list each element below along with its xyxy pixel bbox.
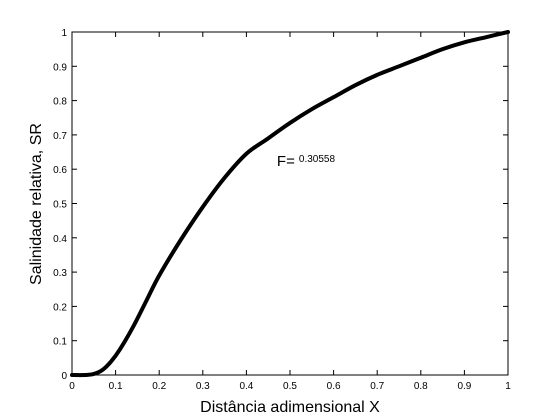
x-tick-label: 0.9 bbox=[457, 381, 471, 392]
y-tick-label: 0.3 bbox=[53, 268, 67, 279]
x-tick-label: 0.5 bbox=[283, 381, 297, 392]
x-tick-label: 0.1 bbox=[109, 381, 123, 392]
y-tick-label: 0.2 bbox=[53, 302, 67, 313]
x-axis-label: Distância adimensional X bbox=[200, 399, 380, 416]
y-tick-label: 0.6 bbox=[53, 165, 67, 176]
y-tick-label: 0.8 bbox=[53, 97, 67, 108]
x-tick-label: 1 bbox=[505, 381, 511, 392]
x-tick-label: 0.2 bbox=[152, 381, 166, 392]
x-tick-label: 0.8 bbox=[414, 381, 428, 392]
y-tick-label: 0 bbox=[61, 371, 67, 382]
ticks: 0 0.1 0.2 0.3 0.4 0.5 0.6 0.7 0.8 0.9 100.10.20.30… bbox=[53, 28, 511, 392]
x-tick-label: 0.4 bbox=[239, 381, 253, 392]
y-tick-label: 0.7 bbox=[53, 131, 67, 142]
y-axis-label: Salinidade relativa, SR bbox=[28, 123, 45, 285]
annotation-value: 0.30558 bbox=[299, 154, 336, 165]
y-tick-label: 1 bbox=[61, 28, 67, 39]
y-tick-label: 0.1 bbox=[53, 337, 67, 348]
y-tick-label: 0.5 bbox=[53, 200, 67, 211]
x-tick-label: 0.3 bbox=[196, 381, 210, 392]
x-tick-label: 0 bbox=[69, 381, 75, 392]
x-tick-label: 0.6 bbox=[327, 381, 341, 392]
x-tick-label: 0.7 bbox=[370, 381, 384, 392]
y-tick-label: 0.9 bbox=[53, 62, 67, 73]
annotation-label: F= bbox=[277, 153, 295, 170]
y-tick-label: 0.4 bbox=[53, 234, 67, 245]
plot-frame bbox=[71, 31, 509, 376]
series-line bbox=[70, 30, 510, 378]
f-annotation: F= 0.30558 bbox=[277, 153, 336, 170]
